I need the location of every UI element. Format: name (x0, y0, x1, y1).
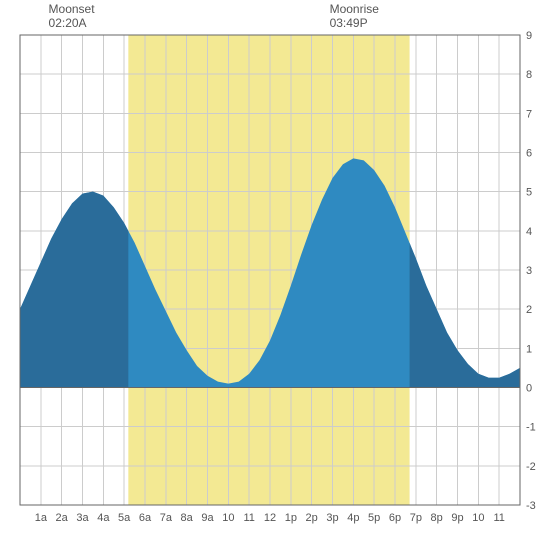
y-tick-label: 8 (526, 69, 532, 81)
y-tick-label: 4 (526, 226, 532, 238)
x-tick-label: 4a (97, 512, 110, 524)
x-tick-label: 8a (181, 512, 194, 524)
y-tick-label: -1 (526, 422, 536, 434)
chart-svg: 1a2a3a4a5a6a7a8a9a1011121p2p3p4p5p6p7p8p… (0, 0, 550, 550)
x-tick-label: 1p (285, 512, 297, 524)
x-tick-label: 10 (222, 512, 234, 524)
x-tick-label: 2a (56, 512, 69, 524)
y-tick-label: 9 (526, 30, 532, 42)
moonset-label: Moonset 02:20A (49, 2, 95, 31)
y-tick-label: -2 (526, 461, 536, 473)
x-tick-label: 7a (160, 512, 173, 524)
x-tick-label: 10 (472, 512, 484, 524)
x-tick-label: 5p (368, 512, 380, 524)
x-tick-label: 2p (306, 512, 318, 524)
x-tick-label: 5a (118, 512, 131, 524)
x-tick-label: 12 (264, 512, 276, 524)
x-tick-label: 11 (493, 512, 504, 524)
moonrise-title: Moonrise (330, 2, 379, 16)
y-tick-label: 0 (526, 383, 532, 395)
moonrise-time: 03:49P (330, 16, 368, 30)
x-tick-label: 3p (326, 512, 338, 524)
x-tick-label: 9a (201, 512, 214, 524)
moonset-title: Moonset (49, 2, 95, 16)
moonrise-label: Moonrise 03:49P (330, 2, 379, 31)
y-tick-label: 1 (526, 343, 532, 355)
x-tick-label: 9p (451, 512, 463, 524)
y-tick-label: -3 (526, 500, 536, 512)
x-tick-label: 1a (35, 512, 48, 524)
tide-chart: Moonset 02:20A Moonrise 03:49P 1a 2a 3a 4a 5… (0, 0, 550, 550)
y-tick-label: 2 (526, 304, 532, 316)
x-tick-label: 7p (410, 512, 422, 524)
y-tick-label: 6 (526, 148, 532, 160)
x-tick-label: 4p (347, 512, 359, 524)
y-tick-label: 7 (526, 108, 532, 120)
y-tick-label: 5 (526, 187, 532, 199)
x-tick-label: 6p (389, 512, 401, 524)
x-tick-label: 6a (139, 512, 152, 524)
x-tick-label: 3a (76, 512, 89, 524)
x-tick-label: 8p (431, 512, 443, 524)
x-tick-label: 11 (243, 512, 254, 524)
moonset-time: 02:20A (49, 16, 87, 30)
y-tick-label: 3 (526, 265, 532, 277)
